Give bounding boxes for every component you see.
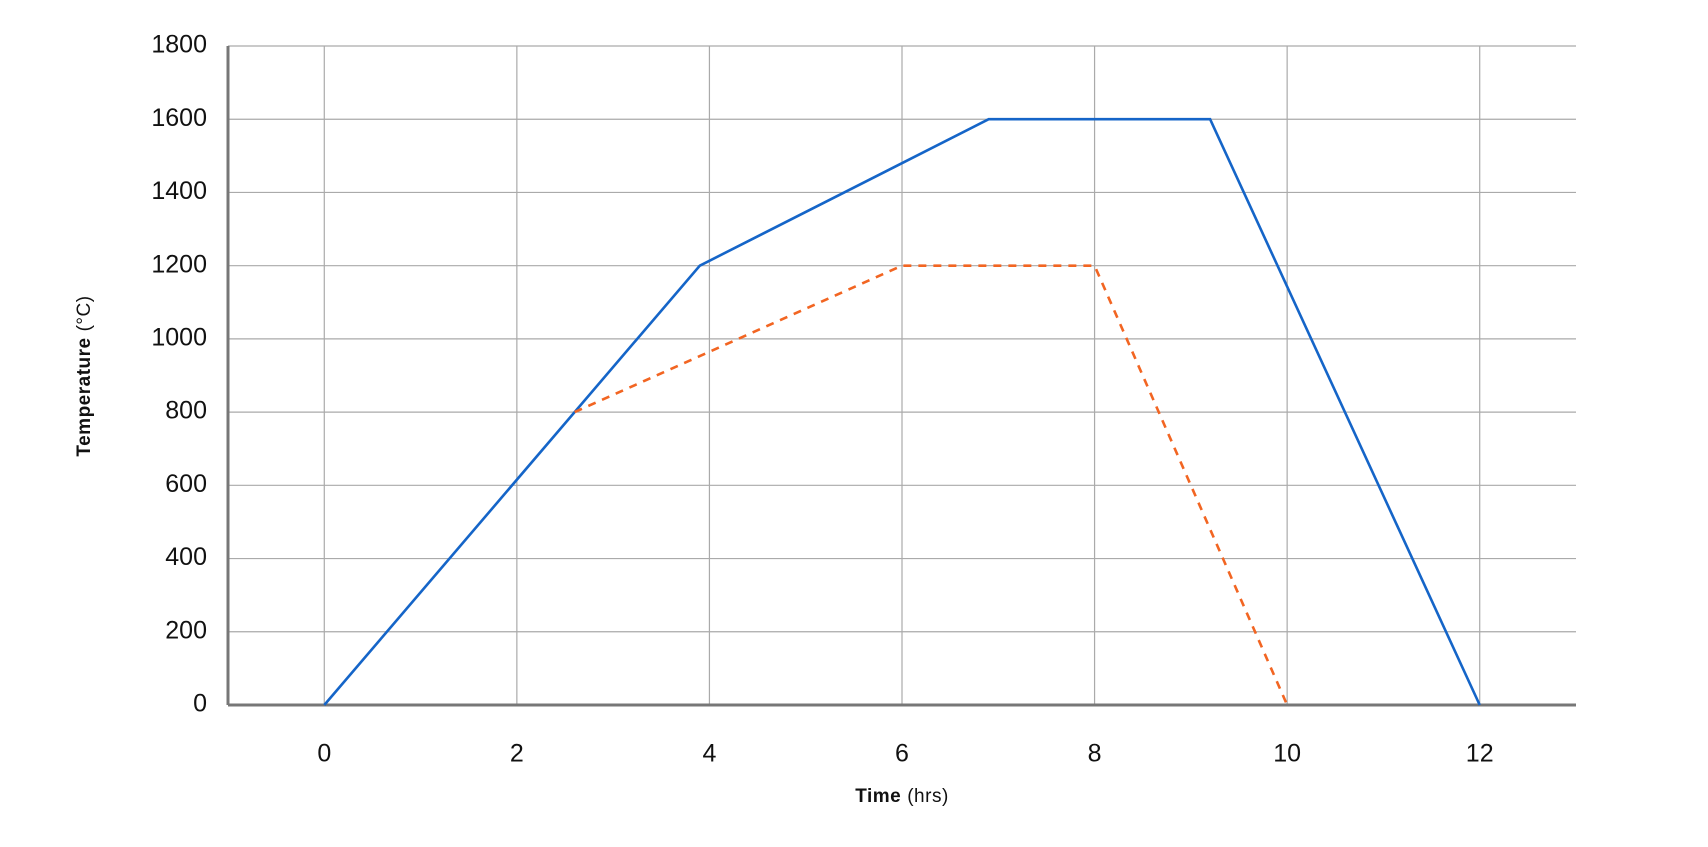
y-tick-label: 1400 [151, 177, 207, 205]
y-axis-title-unit: (°C) [74, 295, 95, 331]
x-axis-title-bold: Time [855, 786, 901, 807]
x-tick-label: 2 [510, 740, 524, 768]
y-axis-title: Temperature (°C) [74, 295, 95, 456]
y-axis-title-bold: Temperature [74, 337, 95, 456]
x-tick-label: 12 [1466, 740, 1494, 768]
x-axis-title-unit: (hrs) [907, 786, 949, 807]
y-tick-label: 0 [193, 690, 207, 718]
x-axis-title: Time (hrs) [855, 786, 949, 807]
y-tick-label: 600 [165, 470, 207, 498]
y-tick-label: 200 [165, 616, 207, 644]
y-tick-label: 1600 [151, 104, 207, 132]
y-tick-label: 400 [165, 543, 207, 571]
x-tick-label: 8 [1088, 740, 1102, 768]
x-tick-label: 4 [702, 740, 716, 768]
y-tick-label: 1000 [151, 323, 207, 351]
x-tick-label: 6 [895, 740, 909, 768]
y-tick-label: 800 [165, 397, 207, 425]
x-tick-label: 0 [317, 740, 331, 768]
line-series [323, 117, 1481, 706]
y-tick-label: 1800 [151, 31, 207, 59]
y-tick-label: 1200 [151, 250, 207, 278]
x-tick-label: 10 [1273, 740, 1301, 768]
line-series [574, 264, 1289, 706]
